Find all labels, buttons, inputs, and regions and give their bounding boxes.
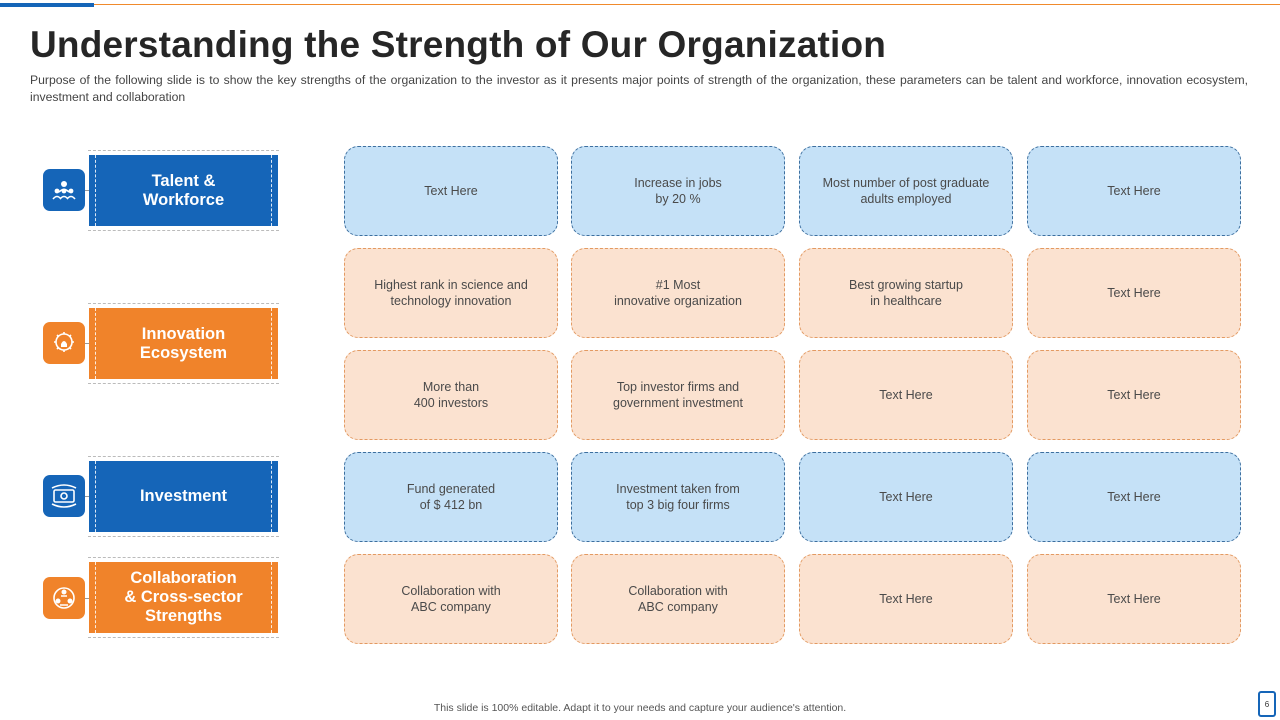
page-number: 6 xyxy=(1258,691,1276,717)
grid-cell: Text Here xyxy=(1027,248,1241,338)
grid-cell: Text Here xyxy=(799,452,1013,542)
connector-line xyxy=(85,598,90,599)
category-label: Innovation Ecosystem xyxy=(139,324,228,362)
grid-cell: Collaboration with ABC company xyxy=(344,554,558,644)
connector-line xyxy=(85,496,90,497)
top-rule xyxy=(0,4,1280,5)
grid-cell: Best growing startup in healthcare xyxy=(799,248,1013,338)
grid-cell: Text Here xyxy=(1027,554,1241,644)
connector-line xyxy=(85,343,90,344)
grid-cell: Text Here xyxy=(344,146,558,236)
category-talent-workforce: Talent & Workforce xyxy=(88,150,279,231)
slide-footer: This slide is 100% editable. Adapt it to… xyxy=(433,702,847,714)
top-accent-bar xyxy=(0,3,94,7)
category-label: Investment xyxy=(139,487,228,505)
grid-cell: Investment taken from top 3 big four fir… xyxy=(571,452,785,542)
grid-cell: Highest rank in science and technology i… xyxy=(344,248,558,338)
grid-cell: Top investor firms and government invest… xyxy=(571,350,785,440)
grid-cell: Collaboration with ABC company xyxy=(571,554,785,644)
gear-lightbulb-icon xyxy=(43,322,85,364)
grid-cell: Text Here xyxy=(799,554,1013,644)
connector-line xyxy=(85,190,90,191)
grid-cell: #1 Most innovative organization xyxy=(571,248,785,338)
slide-subtitle: Purpose of the following slide is to sho… xyxy=(30,73,1248,104)
money-cash-icon xyxy=(43,475,85,517)
grid-cell: More than 400 investors xyxy=(344,350,558,440)
slide-title: Understanding the Strength of Our Organi… xyxy=(30,24,887,65)
category-investment: Investment xyxy=(88,456,279,537)
category-label: Talent & Workforce xyxy=(142,171,225,209)
grid-cell: Text Here xyxy=(1027,146,1241,236)
grid-cell: Fund generated of $ 412 bn xyxy=(344,452,558,542)
grid-cell: Most number of post graduate adults empl… xyxy=(799,146,1013,236)
people-group-icon xyxy=(43,169,85,211)
team-network-icon xyxy=(43,577,85,619)
grid-cell: Increase in jobs by 20 % xyxy=(571,146,785,236)
category-innovation-ecosystem: Innovation Ecosystem xyxy=(88,303,279,384)
category-label: Collaboration & Cross-sector Strengths xyxy=(124,569,243,625)
grid-cell: Text Here xyxy=(1027,350,1241,440)
grid-cell: Text Here xyxy=(799,350,1013,440)
grid-cell: Text Here xyxy=(1027,452,1241,542)
category-collaboration: Collaboration & Cross-sector Strengths xyxy=(88,557,279,638)
